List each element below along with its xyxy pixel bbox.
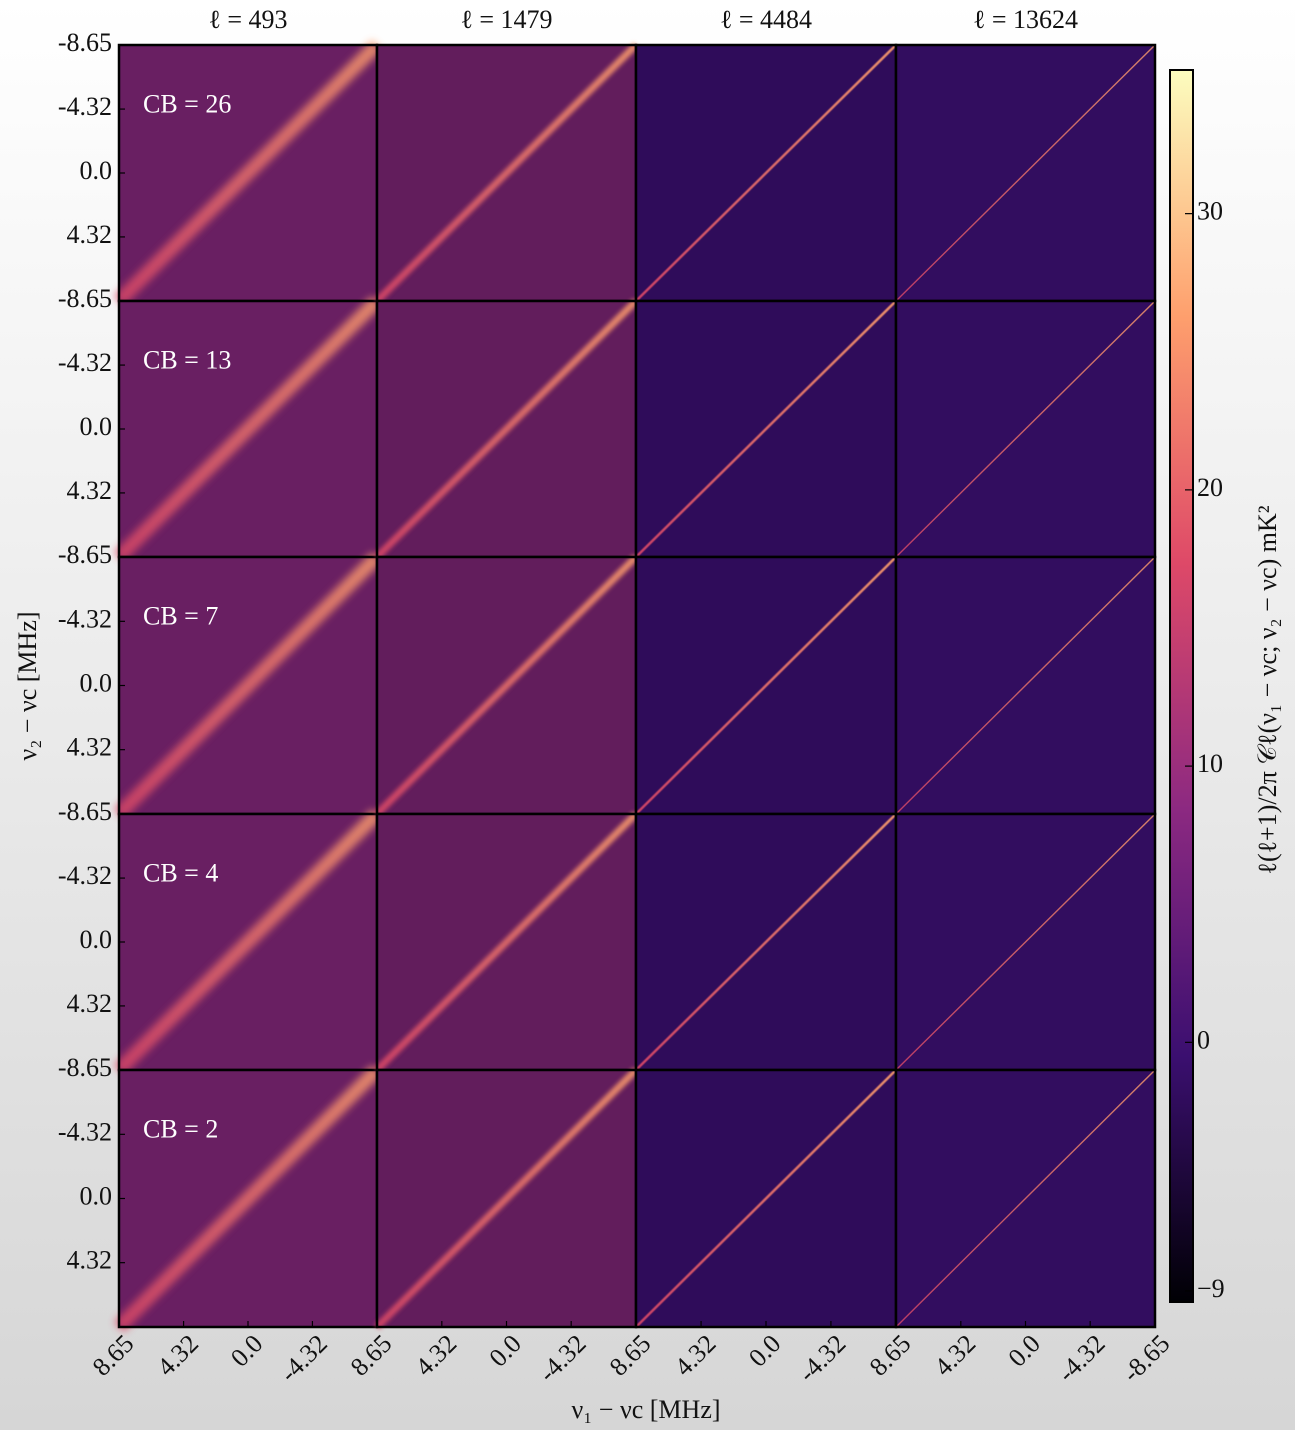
- colorbar-tick-label: 30: [1197, 197, 1223, 226]
- heatmap-panel: [634, 555, 898, 816]
- row-label: CB = 2: [143, 1115, 218, 1144]
- x-tick-label: -4.32: [274, 1329, 333, 1388]
- heatmap-panel: [634, 1068, 898, 1329]
- y-tick-label: -8.65: [58, 28, 112, 57]
- row-label: CB = 4: [143, 858, 218, 887]
- x-tick-label: 8.65: [864, 1329, 917, 1382]
- diagonal: [114, 296, 382, 562]
- row-label: CB = 13: [143, 345, 231, 374]
- x-tick-label: 4.32: [669, 1329, 722, 1382]
- diagonal: [374, 298, 639, 560]
- diagonal: [635, 556, 897, 815]
- diagonal: [895, 556, 1156, 815]
- y-tick-label: 4.32: [67, 476, 113, 505]
- y-tick-label: 0.0: [80, 412, 113, 441]
- x-tick-label: 0.0: [1002, 1329, 1045, 1372]
- row-label: CB = 7: [143, 602, 218, 631]
- y-tick-label: -8.65: [58, 284, 112, 313]
- diagonal: [114, 552, 382, 819]
- y-tick-label: -4.32: [58, 348, 112, 377]
- y-tick-label: -4.32: [58, 92, 112, 121]
- y-axis-label: ν₂ − νc [MHz]: [13, 611, 42, 760]
- colorbar-tick-label: 10: [1197, 749, 1223, 778]
- diagonal: [114, 809, 382, 1075]
- diagonal: [374, 42, 639, 304]
- x-tick-label: 0.0: [225, 1329, 268, 1372]
- heatmap-panel: [894, 555, 1157, 816]
- heatmap-panel: [114, 1065, 382, 1332]
- colorbar-tick-label: 20: [1197, 473, 1223, 502]
- y-tick-label: 4.32: [67, 989, 113, 1018]
- diagonal: [895, 1069, 1156, 1328]
- heatmap-panel: [374, 554, 639, 817]
- y-tick-label: 0.0: [80, 1181, 113, 1210]
- heatmap-panel: [634, 43, 898, 303]
- x-tick-label: 0.0: [483, 1329, 526, 1372]
- heatmap-panel: [374, 42, 639, 304]
- diagonal: [374, 1067, 639, 1330]
- colorbar-tick-label: 0: [1197, 1025, 1210, 1054]
- y-tick-label: -4.32: [58, 1117, 112, 1146]
- y-tick-label: -4.32: [58, 604, 112, 633]
- diagonal: [635, 44, 897, 302]
- diagonal: [374, 811, 639, 1073]
- heatmap-panel: [114, 296, 382, 562]
- diagonal: [635, 1069, 897, 1328]
- column-title: ℓ = 1479: [460, 5, 552, 34]
- heatmap-panel: [374, 1067, 639, 1330]
- x-tick-label: 0.0: [743, 1329, 786, 1372]
- x-tick-label: 8.65: [87, 1329, 140, 1382]
- y-tick-label: 4.32: [67, 1246, 113, 1275]
- diagonal: [895, 300, 1156, 558]
- y-tick-label: 0.0: [80, 668, 113, 697]
- y-tick-label: 4.32: [67, 220, 113, 249]
- x-tick-label: -4.32: [1052, 1329, 1111, 1388]
- diagonal: [374, 554, 639, 817]
- y-tick-label: -8.65: [58, 1053, 112, 1082]
- row-label: CB = 26: [143, 89, 231, 118]
- heatmap-panel: [374, 298, 639, 560]
- column-title: ℓ = 4484: [720, 5, 812, 34]
- x-tick-label: -8.65: [1117, 1329, 1176, 1388]
- heatmap-panel: [114, 809, 382, 1075]
- heatmap-panel: [114, 40, 382, 306]
- diagonal: [895, 44, 1156, 302]
- x-tick-label: 8.65: [604, 1329, 657, 1382]
- heatmap-panel: [894, 43, 1157, 303]
- colorbar: [1169, 69, 1194, 1303]
- diagonal: [635, 813, 897, 1071]
- heatmap-panel: [894, 1068, 1157, 1329]
- heatmap-panel: [374, 811, 639, 1073]
- y-tick-label: 4.32: [67, 733, 113, 762]
- x-tick-label: 4.32: [410, 1329, 463, 1382]
- y-tick-label: -8.65: [58, 797, 112, 826]
- x-tick-label: -4.32: [533, 1329, 592, 1388]
- heatmap-panel: [894, 812, 1157, 1072]
- diagonal: [114, 1065, 382, 1332]
- column-title: ℓ = 13624: [973, 5, 1078, 34]
- colorbar-tick-label: −9: [1197, 1274, 1225, 1303]
- y-tick-label: 0.0: [80, 925, 113, 954]
- heatmap-panel: [634, 812, 898, 1072]
- y-tick-label: 0.0: [80, 156, 113, 185]
- x-tick-label: 4.32: [151, 1329, 204, 1382]
- column-title: ℓ = 493: [208, 5, 287, 34]
- x-axis-label: ν₁ − νc [MHz]: [571, 1395, 720, 1424]
- x-tick-label: -4.32: [793, 1329, 852, 1388]
- diagonal: [895, 813, 1156, 1071]
- diagonal: [114, 40, 382, 306]
- x-tick-label: 4.32: [929, 1329, 982, 1382]
- x-tick-label: 8.65: [345, 1329, 398, 1382]
- heatmap-panel: [114, 552, 382, 819]
- heatmap-panel: [634, 299, 898, 559]
- diagonal: [635, 300, 897, 558]
- y-tick-label: -8.65: [58, 540, 112, 569]
- y-tick-label: -4.32: [58, 861, 112, 890]
- heatmap-panel: [894, 299, 1157, 559]
- colorbar-label: ℓ(ℓ+1)/2π 𝒞ℓ(ν₁ − νc; ν₂ − νc) mK²: [1253, 505, 1282, 874]
